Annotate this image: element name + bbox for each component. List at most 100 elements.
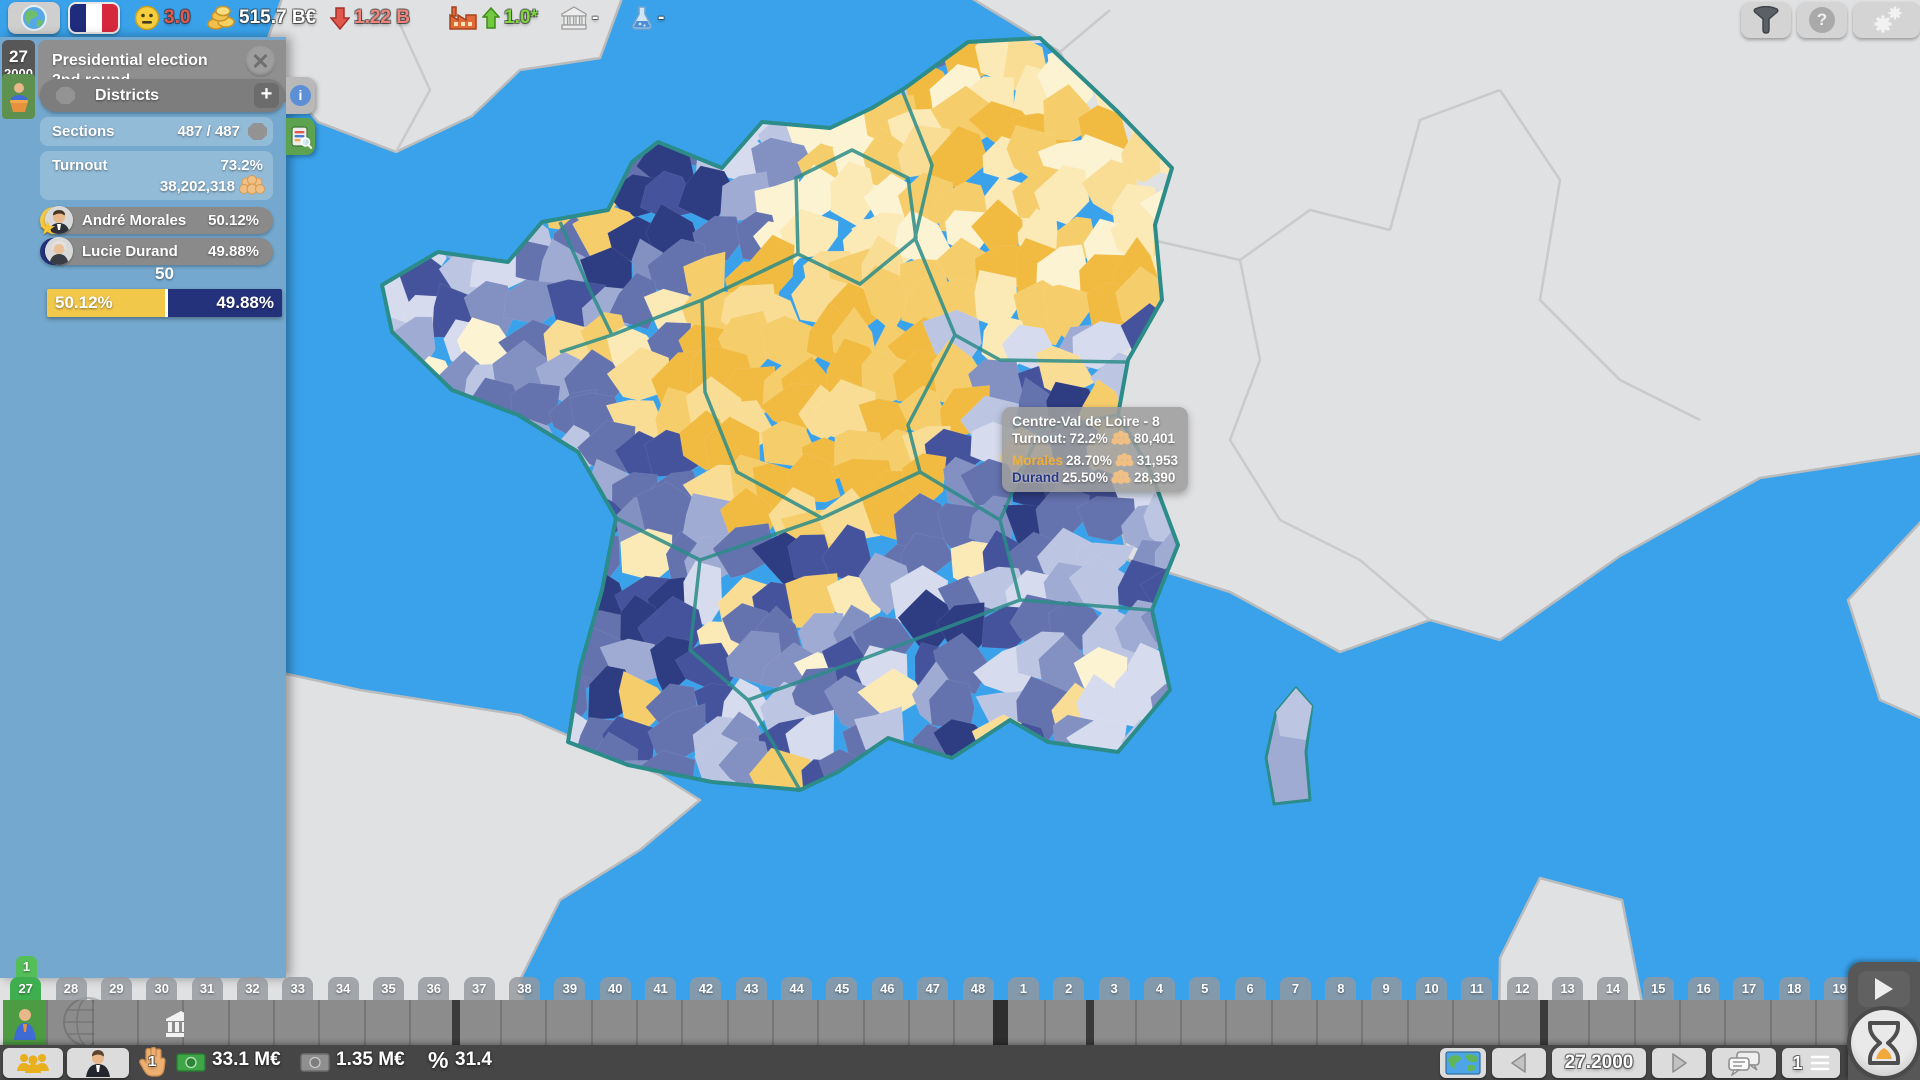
timeline-slot-week-28[interactable]: [48, 997, 114, 1047]
timeline-slot-week-11[interactable]: [1454, 1000, 1500, 1045]
timeline-slot-week-40[interactable]: [592, 1000, 638, 1045]
timeline-week-tab-35[interactable]: 35: [372, 977, 404, 1000]
settings-button[interactable]: [1853, 2, 1920, 38]
timeline-week-tab-9[interactable]: 9: [1370, 977, 1402, 1000]
timeline-slot-week-36[interactable]: [411, 1000, 457, 1045]
world-button[interactable]: [8, 2, 60, 34]
actions-hand-indicator[interactable]: 1: [138, 1046, 168, 1078]
timeline-week-tab-45[interactable]: 45: [826, 977, 858, 1000]
prev-week-button[interactable]: [1492, 1048, 1546, 1078]
timeline-week-tab-46[interactable]: 46: [871, 977, 903, 1000]
speed-hourglass-button[interactable]: [1851, 1010, 1917, 1076]
timeline-week-tab-14[interactable]: 14: [1597, 977, 1629, 1000]
timeline-slot-week-5[interactable]: [1182, 1000, 1228, 1045]
timeline-slot-week-44[interactable]: [773, 1000, 820, 1045]
timeline-event-badge[interactable]: 1: [16, 956, 37, 977]
timeline-slot-week-1[interactable]: [1000, 1000, 1047, 1045]
timeline-week-tab-12[interactable]: 12: [1506, 977, 1538, 1000]
timeline-slot-week-14[interactable]: [1590, 1000, 1636, 1045]
add-district-view-button[interactable]: +: [254, 83, 279, 108]
districts-selector[interactable]: Districts +: [40, 79, 285, 112]
timeline-week-tab-2[interactable]: 2: [1053, 977, 1085, 1000]
timeline-week-tab-27[interactable]: 27: [10, 977, 42, 1000]
timeline-slot-week-34[interactable]: [320, 1000, 366, 1045]
timeline-week-tab-47[interactable]: 47: [917, 977, 949, 1000]
timeline-week-tab-28[interactable]: 28: [55, 977, 87, 1000]
timeline-week-tab-32[interactable]: 32: [236, 977, 268, 1000]
timeline-slot-week-33[interactable]: [275, 1000, 321, 1045]
party-button[interactable]: [3, 1048, 63, 1078]
timeline-week-tab-44[interactable]: 44: [781, 977, 813, 1000]
timeline-week-tab-41[interactable]: 41: [645, 977, 677, 1000]
timeline-slot-week-39[interactable]: [547, 1000, 593, 1045]
timeline-week-tab-7[interactable]: 7: [1279, 977, 1311, 1000]
timeline-week-tab-40[interactable]: 40: [599, 977, 631, 1000]
timeline-week-tab-16[interactable]: 16: [1688, 977, 1720, 1000]
state-indicator[interactable]: -: [560, 5, 598, 31]
treasury-indicator[interactable]: 515.7 B€: [207, 5, 316, 31]
timeline-week-tab-30[interactable]: 30: [146, 977, 178, 1000]
timeline-slot-week-4[interactable]: [1136, 1000, 1183, 1045]
timeline-week-tab-38[interactable]: 38: [509, 977, 541, 1000]
results-inspect-button[interactable]: [286, 118, 315, 155]
close-button[interactable]: ✕: [245, 46, 276, 77]
timeline-slot-week-2[interactable]: [1046, 1000, 1092, 1045]
info-button[interactable]: i: [286, 77, 315, 114]
timeline-slot-week-6[interactable]: [1227, 1000, 1273, 1045]
timeline-slot-week-15[interactable]: [1635, 1000, 1681, 1045]
timeline-slot-week-47[interactable]: [910, 1000, 956, 1045]
timeline-slot-week-38[interactable]: [501, 1000, 548, 1045]
timeline-week-tab-42[interactable]: 42: [690, 977, 722, 1000]
candidate-row-durand[interactable]: Lucie Durand 49.88%: [40, 237, 273, 265]
deficit-indicator[interactable]: 1.22 B: [330, 5, 410, 31]
timeline-slot-week-10[interactable]: [1408, 1000, 1455, 1045]
help-button[interactable]: ?: [1797, 2, 1847, 38]
popularity-indicator[interactable]: 3.0: [134, 5, 190, 31]
timeline-slot-week-45[interactable]: [819, 1000, 865, 1045]
timeline-week-tab-33[interactable]: 33: [282, 977, 314, 1000]
timeline-slot-week-18[interactable]: [1771, 1000, 1817, 1045]
next-week-button[interactable]: [1652, 1048, 1706, 1078]
timeline-week-tab-6[interactable]: 6: [1234, 977, 1266, 1000]
timeline-slot-week-29[interactable]: [93, 1000, 140, 1045]
current-date-button[interactable]: 27.2000: [1552, 1048, 1646, 1078]
timeline-slot-week-12[interactable]: [1499, 1000, 1545, 1045]
corsica[interactable]: [1264, 686, 1314, 806]
timeline-week-tab-13[interactable]: 13: [1552, 977, 1584, 1000]
timeline-slot-week-30[interactable]: [139, 1000, 197, 1045]
messages-button[interactable]: [1712, 1048, 1776, 1078]
timeline-slot-week-7[interactable]: [1272, 1000, 1319, 1045]
timeline-slot-week-37[interactable]: [456, 1000, 502, 1045]
timeline-slot-week-42[interactable]: [683, 1000, 729, 1045]
sections-row[interactable]: Sections 487 / 487: [40, 117, 273, 146]
candidate-row-morales[interactable]: ★ André Morales 50.12%: [40, 206, 273, 238]
minimap-button[interactable]: [1440, 1048, 1486, 1078]
timeline-slot-week-32[interactable]: [229, 1000, 276, 1045]
timeline-week-tab-29[interactable]: 29: [100, 977, 132, 1000]
timeline-slot-week-16[interactable]: [1680, 1000, 1727, 1045]
timeline-slot-week-35[interactable]: [365, 1000, 412, 1045]
timeline-week-tab-3[interactable]: 3: [1098, 977, 1130, 1000]
timeline-slot-week-17[interactable]: [1726, 1000, 1772, 1045]
timeline-week-tab-48[interactable]: 48: [962, 977, 994, 1000]
timeline-week-tab-34[interactable]: 34: [327, 977, 359, 1000]
timeline-slot-week-43[interactable]: [728, 1000, 774, 1045]
timeline-week-tab-1[interactable]: 1: [1007, 977, 1039, 1000]
timeline-slot-week-3[interactable]: [1091, 1000, 1137, 1045]
timeline-week-tab-10[interactable]: 10: [1416, 977, 1448, 1000]
timeline-slot-week-41[interactable]: [637, 1000, 684, 1045]
timeline-slot-week-27[interactable]: [3, 1000, 49, 1045]
timeline-week-tab-4[interactable]: 4: [1143, 977, 1175, 1000]
research-indicator[interactable]: -: [630, 5, 664, 31]
play-button[interactable]: [1858, 971, 1910, 1007]
timeline-slot-week-13[interactable]: [1544, 1000, 1591, 1045]
timeline-week-tab-31[interactable]: 31: [191, 977, 223, 1000]
timeline-week-tab-39[interactable]: 39: [554, 977, 586, 1000]
timeline-week-tab-36[interactable]: 36: [418, 977, 450, 1000]
queue-button[interactable]: 1: [1782, 1048, 1840, 1078]
timeline-week-tab-11[interactable]: 11: [1461, 977, 1493, 1000]
timeline-week-tab-19[interactable]: 19: [1824, 977, 1856, 1000]
districts-toggle-icon[interactable]: [56, 87, 75, 104]
sections-toggle-icon[interactable]: [248, 123, 267, 140]
